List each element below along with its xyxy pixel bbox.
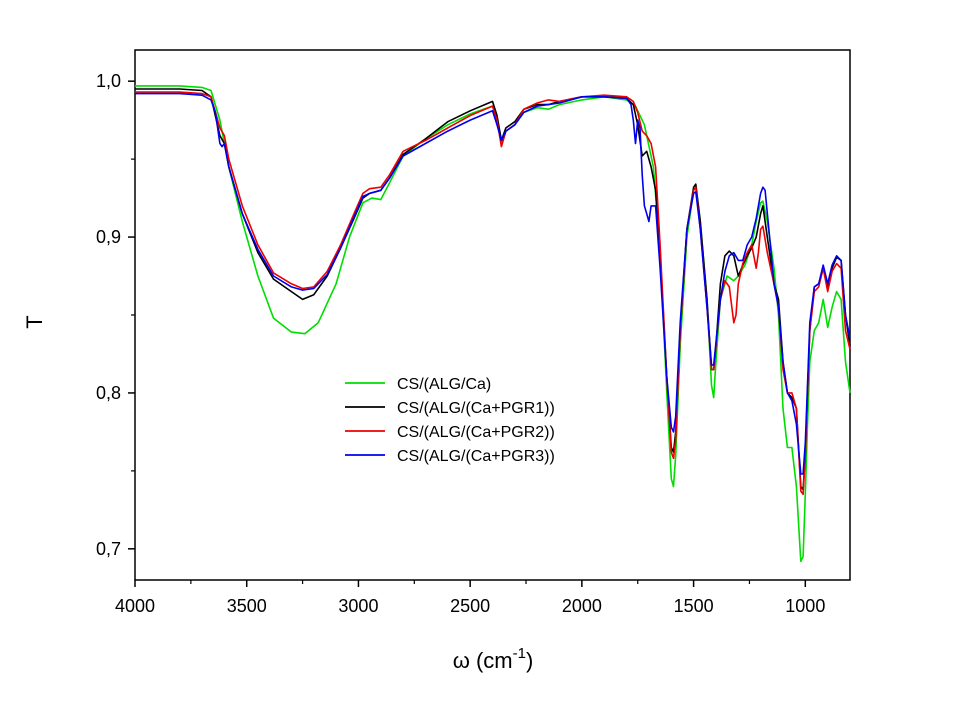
legend-label-4: CS/(ALG/(Ca+PGR3)) xyxy=(397,448,555,465)
x-tick-label: 3500 xyxy=(227,596,267,616)
x-tick-label: 4000 xyxy=(115,596,155,616)
y-ticks: 1,0 0,9 0,8 0,7 xyxy=(96,71,135,559)
series-line-3 xyxy=(135,91,851,496)
x-axis-title: ω (cm-1) xyxy=(453,645,534,673)
x-axis-title-sup: -1 xyxy=(513,645,526,662)
x-tick-label: 1500 xyxy=(674,596,714,616)
legend-label-2: CS/(ALG/(Ca+PGR1)) xyxy=(397,400,555,417)
y-tick-label: 0,9 xyxy=(96,227,121,247)
x-tick-label: 3000 xyxy=(338,596,378,616)
legend: CS/(ALG/Ca) CS/(ALG/(Ca+PGR1)) CS/(ALG/(Ca… xyxy=(345,376,555,465)
x-tick-label: 2500 xyxy=(450,596,490,616)
x-tick-label: 2000 xyxy=(562,596,602,616)
series-line-1 xyxy=(135,85,851,563)
x-axis-title-main: ω (cm xyxy=(453,648,513,673)
x-ticks: 4000 3500 3000 2500 2000 1500 1000 xyxy=(115,580,825,616)
y-tick-label: 0,8 xyxy=(96,383,121,403)
x-tick-label: 1000 xyxy=(785,596,825,616)
plot-frame xyxy=(134,49,851,581)
legend-label-3: CS/(ALG/(Ca+PGR2)) xyxy=(397,424,555,441)
series-layer xyxy=(135,85,851,563)
series-line-4 xyxy=(135,92,851,475)
y-tick-label: 1,0 xyxy=(96,71,121,91)
x-axis-title-end: ) xyxy=(526,648,533,673)
y-axis-title: T xyxy=(22,315,47,328)
y-tick-label: 0,7 xyxy=(96,539,121,559)
legend-label-1: CS/(ALG/Ca) xyxy=(397,376,491,393)
